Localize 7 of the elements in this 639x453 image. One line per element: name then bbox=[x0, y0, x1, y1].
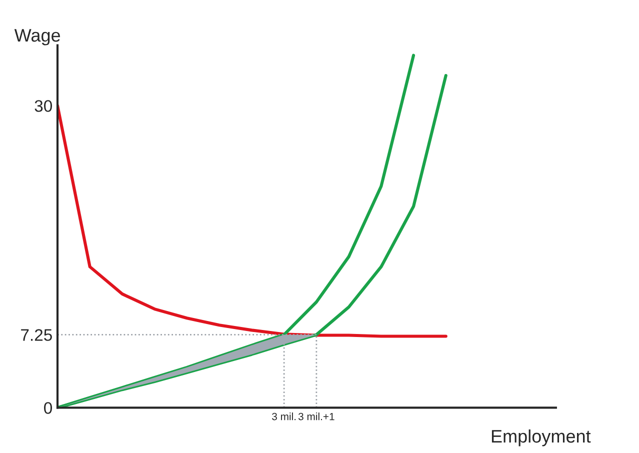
y-tick-label: 7.25 bbox=[21, 329, 52, 341]
x-tick-label: 3 mil. bbox=[272, 412, 296, 420]
x-axis-title: Employment bbox=[492, 429, 591, 446]
y-axis-title: Wage bbox=[14, 29, 60, 46]
x-tick-label: 3 mil.+1 bbox=[298, 412, 334, 420]
y-tick-label: 30 bbox=[34, 100, 52, 112]
y-tick-label: 0 bbox=[44, 402, 52, 414]
